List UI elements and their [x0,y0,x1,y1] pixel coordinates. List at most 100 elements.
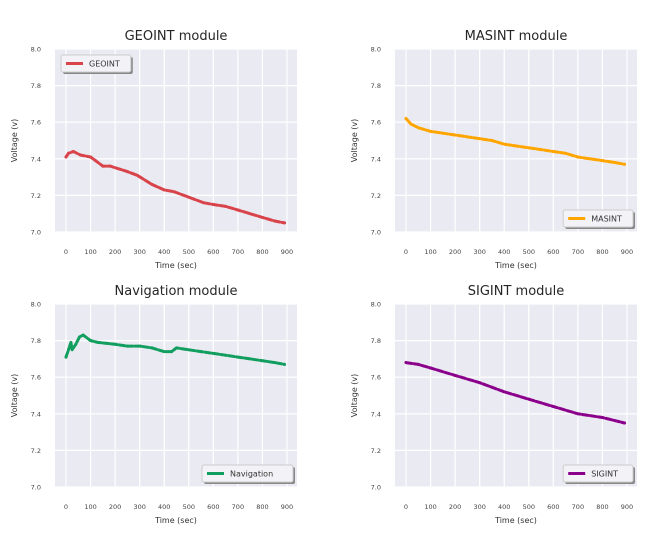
x-tick-label: 0 [64,248,68,256]
x-tick-label: 900 [621,503,633,511]
plot-area [395,49,637,232]
data-point [416,126,420,130]
series-line-geoint [64,149,286,225]
plot-area [55,49,297,232]
data-point [150,346,154,350]
x-tick-label: 0 [64,503,68,511]
y-tick-label: 7.8 [371,337,381,345]
x-tick-label: 800 [256,248,268,256]
y-tick-label: 7.6 [371,374,381,382]
data-point [66,348,70,352]
x-tick-label: 400 [158,248,170,256]
x-axis-label: Time (sec) [154,261,197,270]
data-point [576,412,580,416]
y-tick-label: 7.0 [31,229,41,237]
data-point [273,361,277,365]
y-tick-label: 7.8 [31,337,41,345]
data-point [138,344,142,348]
x-tick-label: 500 [183,503,195,511]
y-tick-label: 7.6 [31,374,41,382]
data-point [453,133,457,137]
x-tick-label: 600 [547,248,559,256]
chart-title: Navigation module [115,284,238,299]
legend-box [201,464,294,483]
legend: MASINT [562,209,635,229]
y-tick-label: 7.4 [31,410,41,418]
data-point [429,129,433,133]
data-point [96,340,100,344]
legend-box [562,209,634,228]
data-point [125,170,129,174]
y-tick-label: 7.2 [371,192,381,200]
chart-title: SIGINT module [468,284,565,299]
x-tick-label: 800 [596,503,608,511]
data-point [74,342,78,346]
y-axis-label: Voltage (v) [10,374,19,418]
y-tick-label: 7.2 [31,192,41,200]
x-tick-label: 100 [424,248,436,256]
data-point [70,348,74,352]
x-tick-label: 600 [207,503,219,511]
y-axis-label: Voltage (v) [350,119,359,163]
x-tick-label: 900 [281,248,293,256]
x-tick-label: 500 [523,248,535,256]
x-tick-label: 300 [133,248,145,256]
x-tick-label: 200 [449,503,461,511]
data-point [170,350,174,354]
data-point [490,139,494,142]
data-point [478,381,482,385]
x-axis-label: Time (sec) [494,516,537,525]
x-tick-label: 200 [449,248,461,256]
data-point [211,351,215,355]
data-point [416,362,420,366]
x-tick-label: 100 [84,503,96,511]
data-point [260,359,264,363]
data-point [283,362,287,366]
legend-label: SIGINT [591,470,618,479]
data-point [89,339,93,343]
y-tick-label: 7.0 [371,229,381,237]
y-tick-label: 7.0 [371,484,381,492]
data-point [551,149,555,153]
data-point [623,421,627,425]
data-point [248,357,252,361]
data-point [64,355,68,359]
y-tick-label: 7.4 [371,155,381,163]
x-tick-label: 600 [547,503,559,511]
data-point [113,342,117,346]
x-tick-label: 700 [232,503,244,511]
legend-box [60,54,132,73]
data-point [101,164,105,168]
data-point [236,208,240,212]
x-tick-label: 100 [424,503,436,511]
legend: Navigation [201,464,295,484]
data-point [404,117,408,121]
legend-box [562,464,634,483]
data-point [79,153,83,157]
subplot-navigation: 0 100 200 300 400 500 600 700 800 900 7.0 7.2 7.4 7.6… [10,284,297,525]
subplot-sigint: 0 100 200 300 400 500 600 700 800 900 7.0 7.2 7.4 7.6… [350,284,637,525]
data-point [135,173,139,177]
data-point [224,204,228,208]
data-point [453,373,457,377]
data-point [478,137,482,141]
data-point [600,415,604,419]
y-tick-label: 7.0 [31,484,41,492]
x-tick-label: 700 [572,503,584,511]
legend-label: Navigation [230,470,273,479]
data-point [187,195,191,199]
data-point [108,164,112,168]
y-tick-label: 8.0 [31,46,41,54]
data-point [502,390,506,394]
data-point [502,142,506,146]
data-point [527,397,531,401]
data-point [613,160,617,164]
x-axis-label: Time (sec) [494,261,537,270]
data-point [125,344,129,348]
x-tick-label: 200 [109,503,121,511]
data-point [199,350,203,354]
data-point [224,353,228,357]
y-tick-label: 7.4 [31,155,41,163]
y-tick-label: 7.6 [31,119,41,127]
